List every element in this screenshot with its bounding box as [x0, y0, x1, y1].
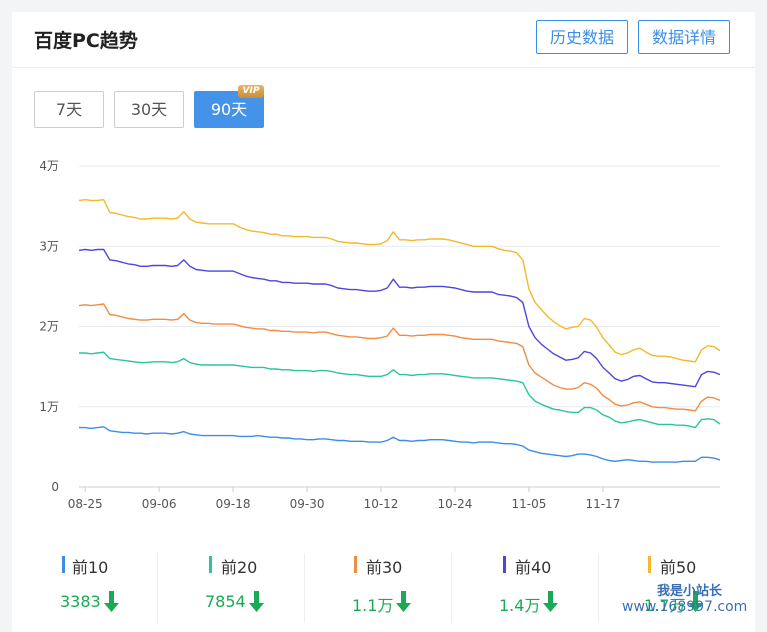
series-line-top40: [78, 248, 721, 388]
stat-top20-label: 前20: [221, 558, 258, 577]
stat-top20-value: 7854: [205, 592, 246, 611]
stat-top10: 前10 3383: [48, 552, 194, 632]
y-axis-ticks: 0 1万 2万 3万 4万: [39, 159, 59, 494]
watermark-text: 我是小站长: [657, 584, 723, 599]
trend-card: 百度PC趋势 历史数据 数据详情 7天 30天 90天 VIP 0 1万 2万 3万 4…: [12, 12, 755, 632]
card-header: 百度PC趋势 历史数据 数据详情: [12, 12, 755, 68]
x-tick-label: 10-12: [364, 497, 399, 511]
x-tick-label: 08-25: [68, 497, 103, 511]
chart-series: [78, 199, 721, 463]
stat-top30-label: 前30: [366, 558, 403, 577]
x-tick-label: 09-30: [290, 497, 325, 511]
series-line-top50: [78, 199, 721, 363]
stat-top20-swatch: [209, 556, 212, 573]
trend-chart: 0 1万 2万 3万 4万 08-25 09-06 09-18 09-30 10-12 10-24…: [39, 159, 721, 511]
series-line-top30: [78, 303, 721, 412]
down-arrow-icon: [543, 591, 558, 612]
range-90-days-button[interactable]: 90天: [194, 91, 264, 128]
stat-divider: [598, 553, 599, 623]
stat-top40-label: 前40: [515, 558, 552, 577]
stat-top30: 前30 1.1万: [342, 552, 488, 632]
stat-top50: 前50 1.7万: [632, 552, 767, 632]
data-details-button[interactable]: 数据详情: [638, 20, 730, 54]
x-tick-label: 09-18: [216, 497, 251, 511]
stat-top20: 前20 7854: [195, 552, 341, 632]
range-7-days-button[interactable]: 7天: [34, 91, 104, 128]
page-title: 百度PC趋势: [34, 30, 138, 52]
history-data-button[interactable]: 历史数据: [536, 20, 628, 54]
x-tick-label: 10-24: [438, 497, 473, 511]
x-tick-label: 11-17: [585, 497, 620, 511]
stat-top40-swatch: [503, 556, 506, 573]
down-arrow-icon: [688, 591, 703, 612]
stat-divider: [451, 553, 452, 623]
stat-top50-value: 1.7万: [644, 596, 686, 615]
x-tick-label: 11-05: [511, 497, 546, 511]
y-tick-label: 4万: [39, 159, 59, 173]
down-arrow-icon: [104, 591, 119, 612]
stat-top10-value: 3383: [60, 592, 101, 611]
chart-grid: [79, 165, 720, 488]
stat-top50-label: 前50: [660, 558, 697, 577]
y-tick-label: 1万: [39, 400, 59, 414]
y-tick-label: 2万: [39, 320, 59, 334]
down-arrow-icon: [249, 591, 264, 612]
stat-top10-label: 前10: [72, 558, 109, 577]
stat-top40: 前40 1.4万: [489, 552, 635, 632]
stat-top10-swatch: [62, 556, 65, 573]
x-tick-label: 09-06: [142, 497, 177, 511]
stat-top40-value: 1.4万: [499, 596, 541, 615]
stat-top50-swatch: [648, 556, 651, 573]
y-tick-label: 0: [51, 480, 59, 494]
vip-badge: VIP: [238, 85, 264, 98]
stat-top30-swatch: [354, 556, 357, 573]
y-tick-label: 3万: [39, 239, 59, 253]
series-line-top20: [79, 351, 721, 429]
down-arrow-icon: [396, 591, 411, 612]
stat-divider: [157, 553, 158, 623]
range-30-days-button[interactable]: 30天: [114, 91, 184, 128]
series-line-top10: [79, 426, 721, 463]
x-axis-ticks: 08-25 09-06 09-18 09-30 10-12 10-24 11-05 11-17: [68, 487, 620, 511]
stat-divider: [304, 553, 305, 623]
stat-top30-value: 1.1万: [352, 596, 394, 615]
watermark-url: www.168997.com: [622, 599, 748, 615]
